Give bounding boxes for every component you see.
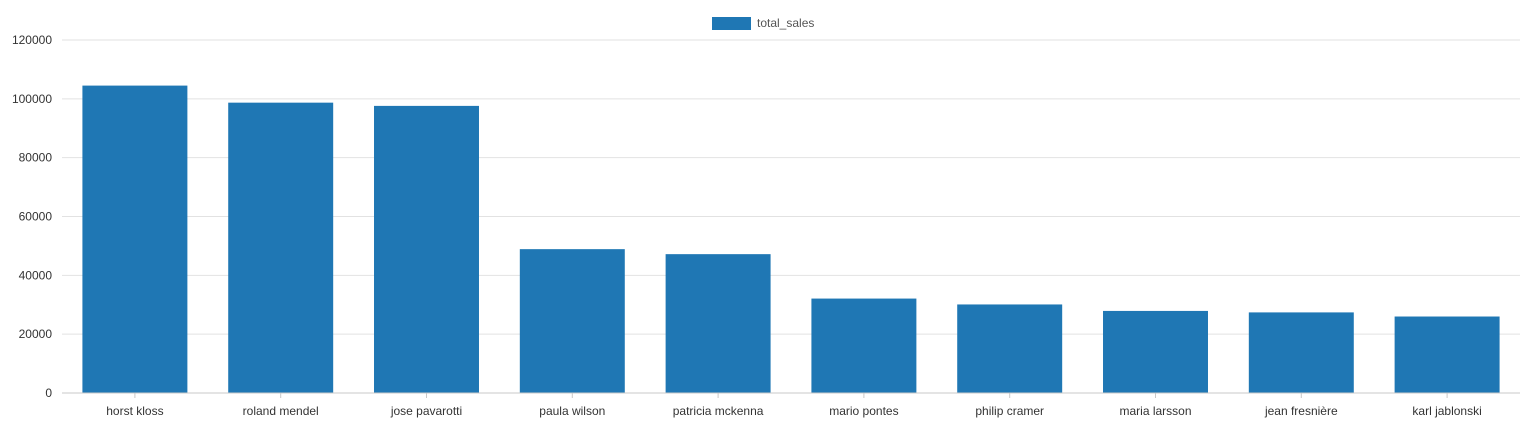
y-tick-label: 100000	[12, 92, 52, 106]
x-tick-label: roland mendel	[243, 404, 319, 418]
bar[interactable]	[1394, 316, 1500, 393]
x-tick-label: paula wilson	[539, 404, 605, 418]
bar[interactable]	[1248, 312, 1354, 393]
x-tick-label: horst kloss	[106, 404, 163, 418]
x-tick-label: jose pavarotti	[390, 404, 462, 418]
bars	[82, 85, 1500, 394]
bar[interactable]	[811, 298, 917, 393]
bar[interactable]	[1103, 310, 1208, 393]
bar[interactable]	[374, 105, 479, 393]
legend: total_sales	[712, 16, 814, 30]
bar[interactable]	[665, 254, 771, 393]
x-tick-label: maria larsson	[1119, 404, 1191, 418]
y-tick-label: 60000	[19, 210, 53, 224]
x-tick-label: jean fresnière	[1264, 404, 1338, 418]
x-tick-label: philip cramer	[975, 404, 1044, 418]
bar[interactable]	[519, 249, 625, 393]
legend-swatch-total-sales	[712, 17, 751, 30]
y-axis: 0 20000 40000 60000 80000 100000 120000	[12, 33, 52, 400]
x-tick-label: patricia mckenna	[673, 404, 764, 418]
x-tick-label: mario pontes	[829, 404, 898, 418]
y-tick-label: 20000	[19, 327, 53, 341]
y-tick-label: 120000	[12, 33, 52, 47]
bar[interactable]	[82, 85, 188, 394]
y-tick-label: 0	[45, 386, 52, 400]
y-tick-label: 80000	[19, 151, 53, 165]
bar[interactable]	[228, 102, 334, 393]
x-axis: horst kloss roland mendel jose pavarotti pa…	[62, 392, 1520, 418]
y-tick-label: 40000	[19, 268, 53, 282]
bar[interactable]	[957, 304, 1063, 393]
legend-label-total-sales: total_sales	[757, 16, 814, 30]
x-tick-label: karl jablonski	[1412, 404, 1481, 418]
